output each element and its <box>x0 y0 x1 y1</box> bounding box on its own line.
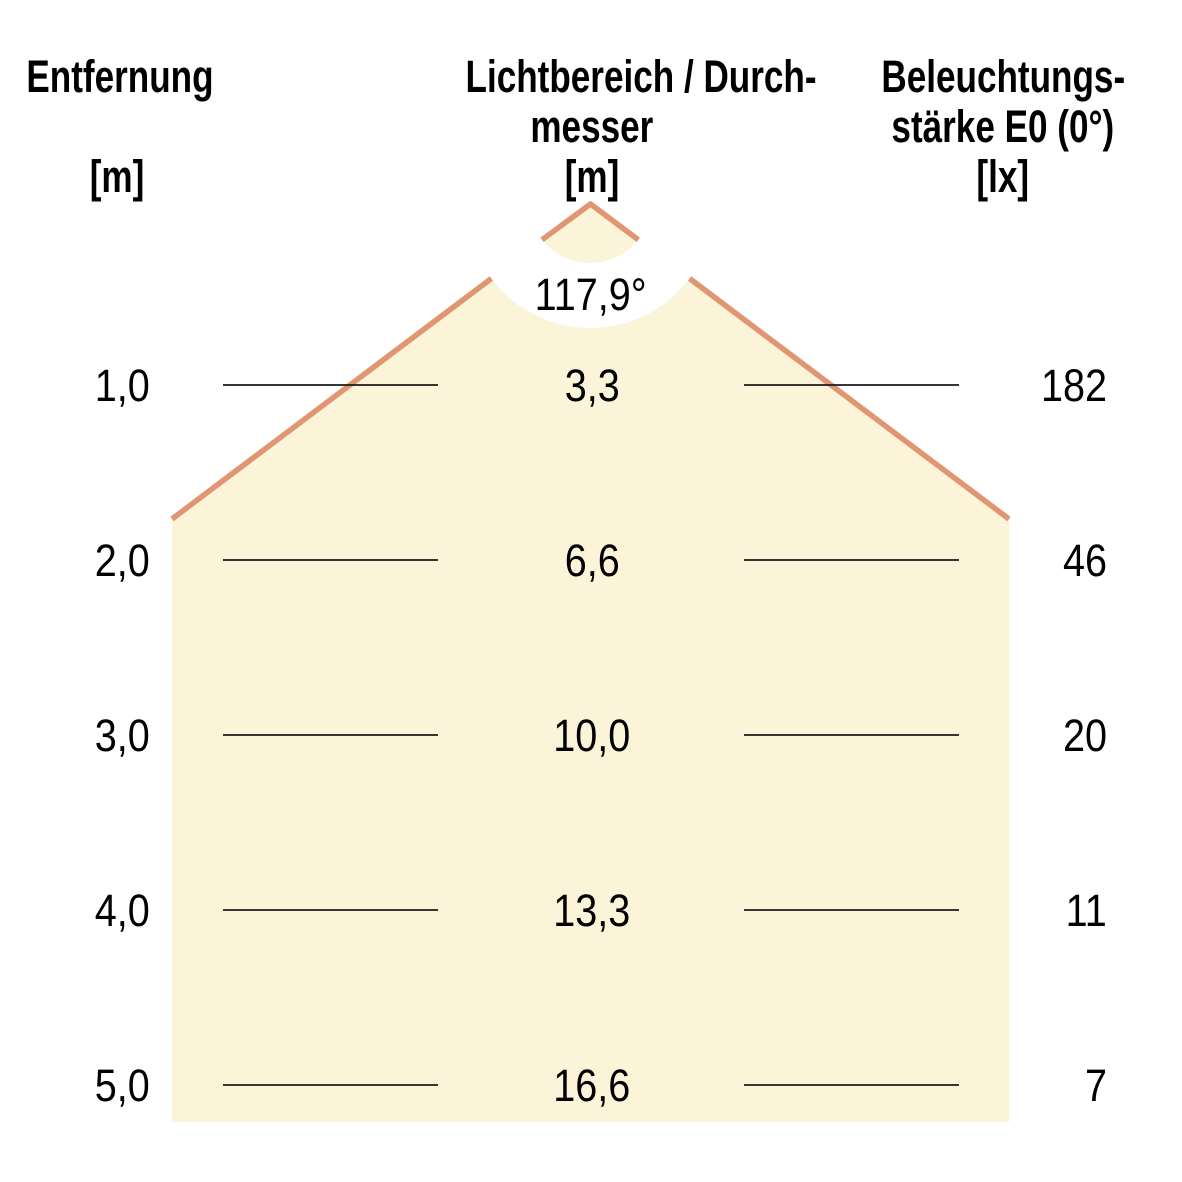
header-distance-unit: [m] <box>89 151 145 202</box>
header-illuminance-unit: [lx] <box>976 151 1030 202</box>
row-2-illuminance: 46 <box>1062 535 1107 586</box>
beam-angle-label: 117,9° <box>534 269 647 320</box>
row-4-diameter: 13,3 <box>553 885 631 936</box>
row-3-illuminance: 20 <box>1062 710 1107 761</box>
row-5-illuminance: 7 <box>1084 1060 1107 1111</box>
row-1-diameter: 3,3 <box>564 360 620 411</box>
beam-apex-wedge-edge <box>540 201 640 243</box>
row-5-diameter: 16,6 <box>553 1060 631 1111</box>
header-illuminance-title-line2: stärke E0 (0°) <box>891 101 1115 152</box>
beam-cone-fill <box>172 278 1009 1122</box>
row-3-distance: 3,0 <box>94 710 150 761</box>
header-illuminance: Beleuchtungs- stärke E0 (0°) [lx] <box>827 52 1179 202</box>
row-3-diameter: 10,0 <box>553 710 631 761</box>
row-1-distance: 1,0 <box>94 360 150 411</box>
beam-edge-left <box>170 276 494 522</box>
row-4-illuminance: 11 <box>1065 885 1107 936</box>
header-diameter-title-line2: messer <box>530 101 654 152</box>
row-2-distance: 2,0 <box>94 535 150 586</box>
beam-edge-right <box>687 276 1011 522</box>
header-diameter: Lichtbereich / Durch- messer [m] <box>416 52 817 202</box>
row-1-illuminance: 182 <box>1040 360 1107 411</box>
header-diameter-unit: [m] <box>564 151 620 202</box>
row-2-diameter: 6,6 <box>564 535 620 586</box>
header-diameter-title-line1: Lichtbereich / Durch- <box>465 51 817 102</box>
header-distance: Entfernung [m] <box>0 52 234 202</box>
row-5-distance: 5,0 <box>94 1060 150 1111</box>
beam-apex-sector-fill <box>542 204 639 264</box>
row-4-distance: 4,0 <box>94 885 150 936</box>
header-distance-title: Entfernung <box>26 51 214 102</box>
header-illuminance-title-line1: Beleuchtungs- <box>881 51 1125 102</box>
